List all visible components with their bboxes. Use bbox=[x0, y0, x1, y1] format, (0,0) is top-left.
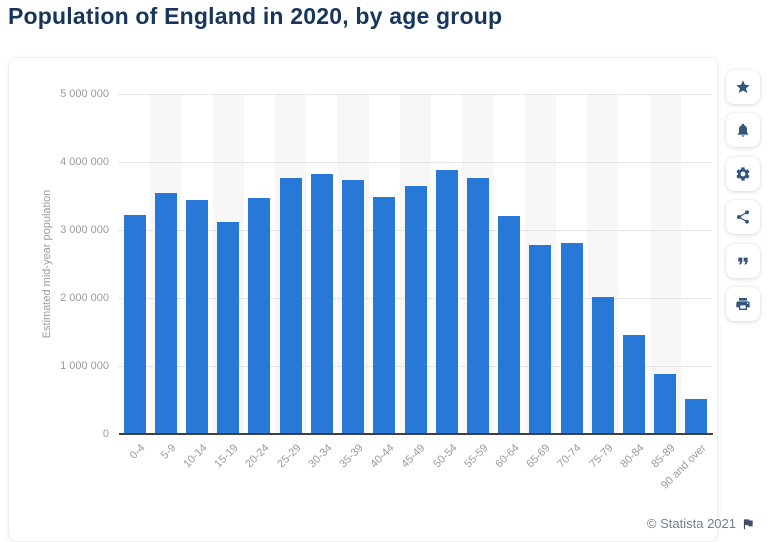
settings-button[interactable] bbox=[726, 157, 760, 191]
bar-50-54 bbox=[435, 170, 458, 434]
y-tick-label: 5 000 000 bbox=[60, 88, 109, 100]
x-tick-label: 15-19 bbox=[212, 442, 241, 471]
x-tick-label: 20-24 bbox=[243, 442, 272, 471]
bar-55-59 bbox=[466, 178, 489, 434]
cite-button[interactable] bbox=[726, 244, 760, 278]
x-axis-line bbox=[119, 433, 713, 435]
bar-35-39 bbox=[342, 179, 365, 434]
bar-5-9 bbox=[154, 193, 177, 434]
bar-65-69 bbox=[529, 244, 552, 434]
flag-icon bbox=[743, 518, 753, 529]
x-tick-label: 35-39 bbox=[337, 442, 366, 471]
bar-60-64 bbox=[498, 216, 521, 434]
copyright-text: © Statista 2021 bbox=[646, 516, 736, 531]
quote-icon bbox=[738, 257, 748, 265]
notifications-button[interactable] bbox=[726, 113, 760, 147]
bar-10-14 bbox=[186, 200, 209, 434]
x-tick-label: 75-79 bbox=[586, 442, 616, 471]
bar-90 and over bbox=[685, 399, 708, 434]
bell-icon bbox=[737, 123, 749, 137]
x-tick-label: 85-89 bbox=[649, 442, 678, 471]
x-tick-label: 30-34 bbox=[305, 442, 335, 471]
x-tick-label: 10-14 bbox=[181, 442, 210, 471]
x-tick-label: 0-4 bbox=[127, 442, 148, 462]
gridline bbox=[119, 162, 712, 163]
gear-icon bbox=[736, 167, 750, 181]
y-axis-title: Estimated mid-year population bbox=[41, 189, 53, 339]
x-tick-label: 70-74 bbox=[555, 442, 585, 471]
bar-15-19 bbox=[217, 221, 240, 434]
bar-70-74 bbox=[560, 242, 583, 434]
share-icon bbox=[737, 210, 749, 224]
chart-card: Estimated mid-year population 0 1 000 000… bbox=[8, 57, 718, 542]
x-tick-label: 65-69 bbox=[524, 442, 553, 471]
y-tick-label: 0 bbox=[102, 428, 109, 440]
favorite-button[interactable] bbox=[726, 70, 760, 104]
x-tick-label: 40-44 bbox=[368, 442, 397, 471]
star-icon bbox=[736, 80, 750, 94]
y-tick-label: 2 000 000 bbox=[60, 292, 109, 304]
bar-45-49 bbox=[404, 186, 427, 434]
x-tick-label: 25-29 bbox=[274, 442, 304, 471]
x-tick-label: 60-64 bbox=[493, 442, 522, 471]
y-tick-label: 1 000 000 bbox=[60, 360, 109, 372]
x-tick-label: 5-9 bbox=[158, 442, 179, 462]
share-button[interactable] bbox=[726, 200, 760, 234]
print-button[interactable] bbox=[726, 287, 760, 321]
x-tick-label: 45-49 bbox=[399, 442, 428, 471]
bar-20-24 bbox=[248, 198, 271, 434]
bar-75-79 bbox=[591, 297, 614, 434]
gridline bbox=[119, 94, 712, 95]
y-tick-label: 3 000 000 bbox=[60, 224, 109, 236]
bar-85-89 bbox=[654, 374, 677, 434]
x-tick-label: 50-54 bbox=[430, 442, 460, 471]
footer: © Statista 2021 bbox=[647, 516, 755, 531]
bar-25-29 bbox=[279, 177, 302, 434]
bar-40-44 bbox=[373, 197, 396, 434]
x-tick-label: 55-59 bbox=[462, 442, 491, 471]
bar-0-4 bbox=[123, 215, 146, 434]
x-tick-label: 80-84 bbox=[618, 442, 647, 471]
bar-30-34 bbox=[310, 174, 333, 434]
print-icon bbox=[736, 298, 750, 310]
bar-80-84 bbox=[622, 334, 645, 434]
y-tick-label: 4 000 000 bbox=[60, 156, 109, 168]
page-title: Population of England in 2020, by age gr… bbox=[8, 3, 503, 29]
plot-area bbox=[119, 94, 712, 434]
